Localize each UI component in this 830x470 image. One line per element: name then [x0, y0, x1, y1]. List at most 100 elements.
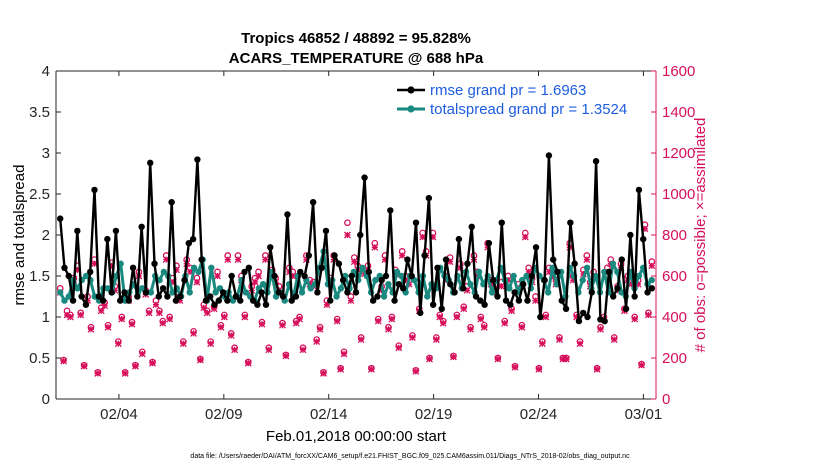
rmse-point	[618, 256, 625, 263]
chart-title-line1: Tropics 46852 / 48892 = 95.828%	[241, 30, 471, 47]
obs-assimilated-point	[381, 256, 389, 264]
rmse-point	[374, 293, 381, 300]
obs-assimilated-point	[395, 344, 403, 352]
obs-assimilated-point	[80, 362, 88, 370]
rmse-point	[99, 297, 107, 304]
obs-assimilated-point	[323, 301, 331, 309]
totalspread-point	[601, 268, 608, 276]
rmse-point	[640, 235, 647, 243]
rmse-point	[267, 244, 274, 251]
left-axis-ticks: 0 0.5 1 1.5 2 2.5 3 3.5 4	[29, 63, 61, 408]
obs-assimilated-point	[176, 297, 184, 305]
rmse-point	[275, 289, 283, 296]
totalspread-point	[74, 285, 81, 292]
totalspread-point	[242, 289, 250, 296]
totalspread-point	[186, 289, 193, 296]
legend-totalspread-label: totalspread grand pr = 1.3524	[430, 101, 627, 118]
chart-title-line2: ACARS_TEMPERATURE @ 688 hPa	[229, 50, 484, 67]
rmse-point	[605, 268, 613, 276]
right-tick-label: 600	[662, 268, 687, 285]
totalspread-point	[139, 285, 146, 292]
rmse-point	[429, 301, 437, 308]
obs-assimilated-point	[173, 266, 180, 274]
obs-assimilated-point	[320, 369, 327, 377]
obs-assimilated-point	[350, 258, 358, 266]
rmse-point	[108, 289, 115, 296]
obs-assimilated-point	[388, 315, 396, 323]
obs-assimilated-point	[289, 272, 297, 280]
obs-assimilated-point	[638, 361, 646, 369]
rmse-point	[631, 293, 638, 300]
obs-assimilated-point	[200, 304, 208, 312]
rmse-point	[168, 199, 175, 206]
obs-assimilated-point	[593, 365, 601, 373]
totalspread-point	[583, 264, 591, 271]
obs-assimilated-point	[149, 359, 156, 367]
obs-assimilated-point	[511, 363, 519, 371]
obs-assimilated-point	[203, 309, 211, 317]
rmse-point	[378, 276, 385, 284]
obs-assimilated-point	[94, 369, 102, 377]
rmse-point	[318, 264, 325, 271]
obs-assimilated-point	[419, 233, 427, 241]
rmse-point	[622, 305, 630, 312]
obs-assimilated-point	[545, 268, 553, 276]
obs-assimilated-point	[343, 231, 351, 239]
rmse-point	[455, 235, 463, 243]
totalspread-point	[579, 276, 586, 284]
rmse-point	[202, 297, 210, 304]
rmse-point	[292, 293, 300, 300]
totalspread-point	[424, 293, 431, 300]
obs-assimilated-point	[190, 329, 198, 337]
obs-assimilated-point	[357, 336, 365, 344]
obs-assimilated-point	[108, 262, 115, 270]
obs-assimilated-point	[179, 340, 187, 348]
rmse-point	[314, 289, 321, 296]
obs-assimilated-point	[244, 359, 252, 367]
obs-assimilated-point	[207, 340, 215, 348]
obs-assimilated-point	[463, 286, 471, 294]
obs-assimilated-point	[131, 362, 139, 370]
rmse-point	[181, 276, 188, 284]
obs-assimilated-point	[367, 365, 375, 373]
rmse-point	[382, 272, 390, 280]
totalspread-point	[372, 276, 379, 284]
data-file-footer: data file: /Users/raeder/DAI/ATM_forcXX/…	[190, 453, 630, 460]
totalspread-point	[592, 272, 599, 280]
rmse-point	[232, 293, 240, 300]
rmse-point	[224, 297, 231, 304]
rmse-point	[301, 272, 308, 280]
obs-possible-point	[344, 219, 351, 227]
obs-assimilated-point	[224, 256, 232, 264]
obs-assimilated-point	[302, 256, 310, 264]
totalspread-point	[618, 289, 625, 296]
rmse-point	[601, 317, 608, 325]
obs-assimilated-point	[648, 262, 656, 270]
rmse-point	[142, 289, 150, 296]
rmse-point	[545, 152, 553, 159]
obs-assimilated-point	[231, 346, 239, 354]
obs-assimilated-point	[251, 278, 259, 286]
obs-assimilated-point	[118, 315, 126, 323]
obs-assimilated-point	[371, 243, 379, 251]
rmse-point	[468, 223, 475, 230]
obs-assimilated-point	[121, 369, 129, 377]
obs-assimilated-point	[408, 334, 416, 341]
obs-assimilated-point	[265, 346, 273, 354]
obs-assimilated-point	[549, 272, 557, 280]
rmse-point	[584, 313, 591, 321]
totalspread-point	[523, 272, 530, 280]
rmse-point	[361, 174, 368, 181]
rmse-point	[648, 285, 656, 292]
totalspread-point	[544, 289, 552, 296]
rmse-point	[172, 297, 180, 304]
obs-assimilated-point	[562, 355, 570, 363]
obs-assimilated-point	[77, 311, 85, 319]
obs-assimilated-point	[597, 325, 604, 333]
rmse-point	[498, 219, 505, 226]
totalspread-point	[648, 276, 656, 284]
obs-assimilated-point	[497, 282, 505, 290]
rmse-series	[56, 152, 656, 325]
rmse-point	[459, 285, 467, 292]
rmse-point	[297, 268, 304, 276]
